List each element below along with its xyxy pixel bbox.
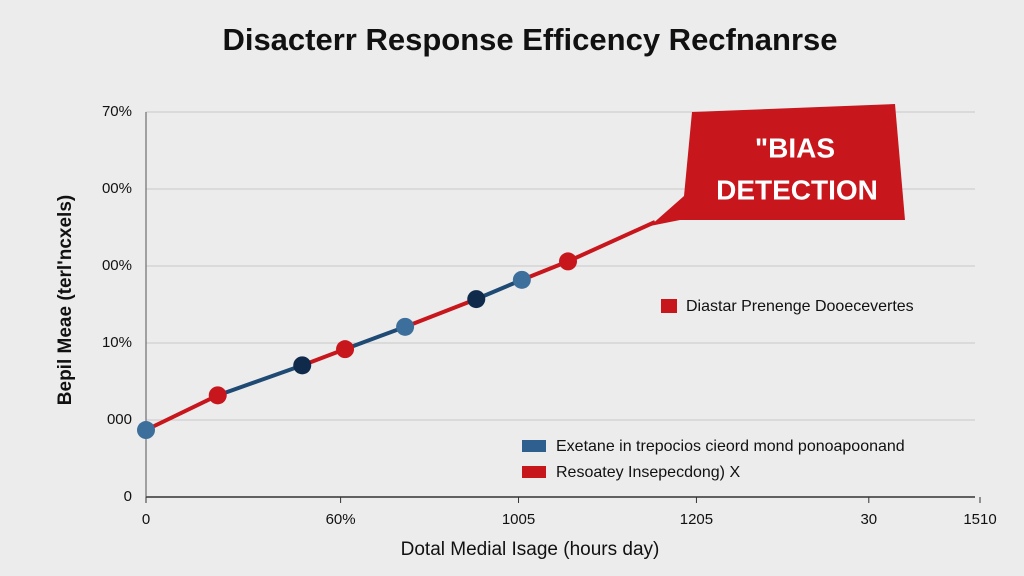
data-point [512, 270, 531, 289]
callout-text: DETECTION [716, 174, 878, 205]
legend-label: Diastar Prenenge Dooecevertes [686, 298, 914, 315]
x-tick-label: 1205 [680, 511, 713, 528]
line-segment [567, 220, 656, 264]
data-point [293, 356, 312, 375]
legend-swatch [522, 440, 546, 452]
x-axis-label: Dotal Medial Isage (hours day) [401, 539, 660, 560]
y-tick-label: 70% [102, 103, 132, 120]
data-point [559, 252, 578, 271]
x-tick-label: 30 [860, 511, 877, 528]
data-point [208, 386, 227, 405]
data-point [467, 290, 486, 309]
data-point [336, 340, 355, 359]
legend-swatch [661, 299, 677, 313]
callout-text: "BIAS [755, 132, 835, 163]
x-tick-label: 1005 [502, 511, 535, 528]
legend-label: Exetane in trepocios cieord mond ponoapo… [556, 438, 905, 455]
legend-label: Resoatey Insepecdong) X [556, 464, 740, 481]
y-axis-label: Bepil Meae (terl'ncxels) [55, 195, 76, 405]
line-segment [344, 324, 406, 352]
chart-title: Disacterr Response Efficency Recfnanrse [222, 22, 837, 57]
line-segment [404, 297, 477, 329]
x-tick-label: 60% [326, 511, 356, 528]
y-tick-label: 00% [102, 257, 132, 274]
x-tick-label: 1510 [963, 511, 996, 528]
line-segment [217, 363, 303, 398]
data-point [396, 317, 415, 336]
data-point [137, 421, 155, 440]
legend-swatch [522, 466, 546, 478]
line-segment [145, 393, 219, 432]
y-tick-label: 0 [124, 488, 132, 505]
callout [650, 104, 905, 226]
y-tick-label: 00% [102, 180, 132, 197]
y-tick-label: 10% [102, 334, 132, 351]
x-tick-label: 0 [142, 511, 150, 528]
y-tick-label: 000 [107, 411, 132, 428]
